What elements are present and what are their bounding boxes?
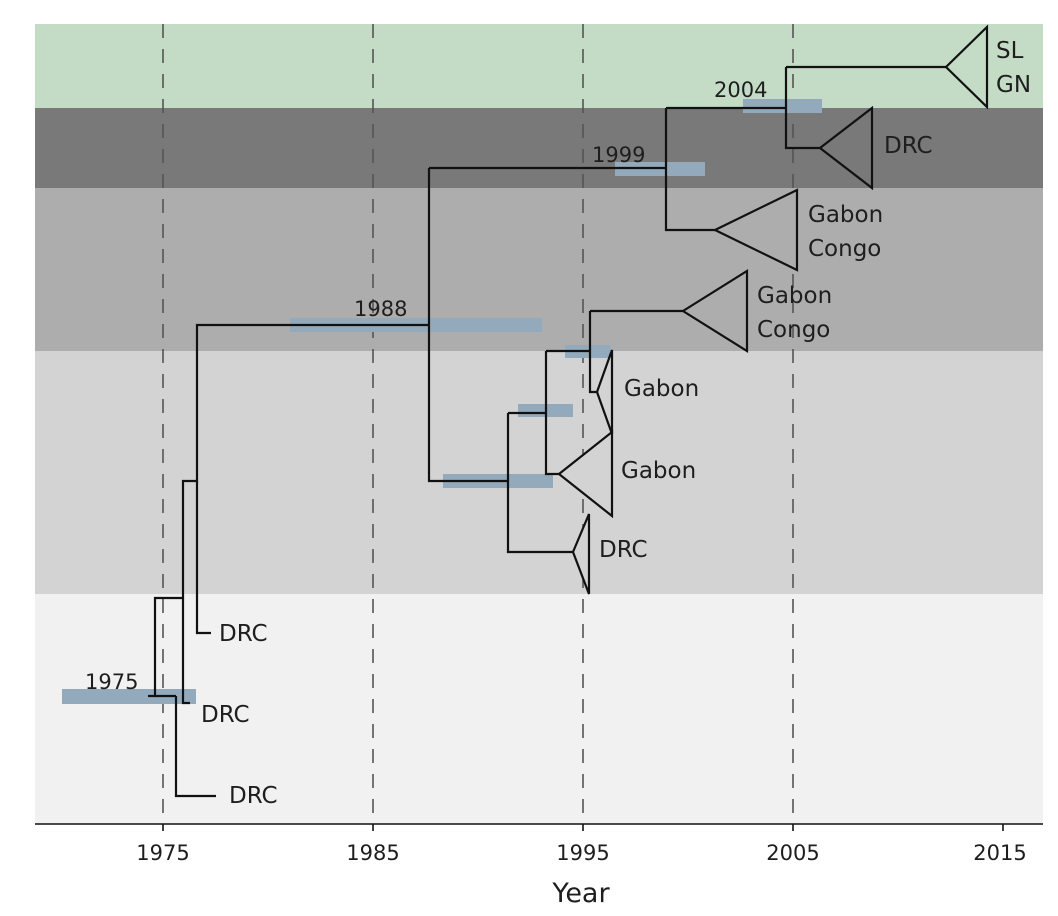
hpd-bar-1975 [62,689,196,704]
tip-label-drc-early-2: DRC [201,702,250,728]
clade-gabon-a [595,349,614,435]
tip-label-gabon-1: Gabon [808,202,883,228]
clade-drc-2004 [818,105,874,191]
x-tick-label-1975: 1975 [136,841,189,865]
x-tick-label-1985: 1985 [346,841,399,865]
hpd-bar-2004 [743,99,822,113]
x-axis-title: Year [551,878,610,909]
clade-gabon-b [557,429,614,519]
tip-label-drc-early-3: DRC [229,783,278,809]
tip-label-drc-early-1: DRC [219,621,268,647]
band-gabon-mid [35,351,1043,594]
x-tick-label-2015: 2015 [973,841,1026,865]
clade-sl-gn [944,24,989,110]
tip-label-drc-2004: DRC [884,133,933,159]
tip-label-drc-mid: DRC [599,537,648,563]
node-label-1975: 1975 [85,670,138,694]
node-label-1999: 1999 [592,143,645,167]
band-drc-2004 [35,108,1043,188]
x-tick-label-2005: 2005 [766,841,819,865]
tree-branches [148,65,946,798]
clade-gabon-congo-2 [680,269,749,353]
tip-label-gn: GN [996,72,1031,98]
node-label-1988: 1988 [354,297,407,321]
clade-gabon-congo-1 [712,188,799,272]
tip-label-gabon-a: Gabon [624,376,699,402]
tip-label-sl: SL [996,38,1024,64]
tip-label-congo-2: Congo [757,317,830,343]
x-tick-label-1995: 1995 [556,841,609,865]
tip-label-gabon-2: Gabon [757,283,832,309]
band-early [35,594,1043,824]
node-label-2004: 2004 [714,78,767,102]
tip-label-gabon-b: Gabon [621,458,696,484]
tip-label-congo-1: Congo [808,236,881,262]
clade-drc-mid [571,513,591,595]
